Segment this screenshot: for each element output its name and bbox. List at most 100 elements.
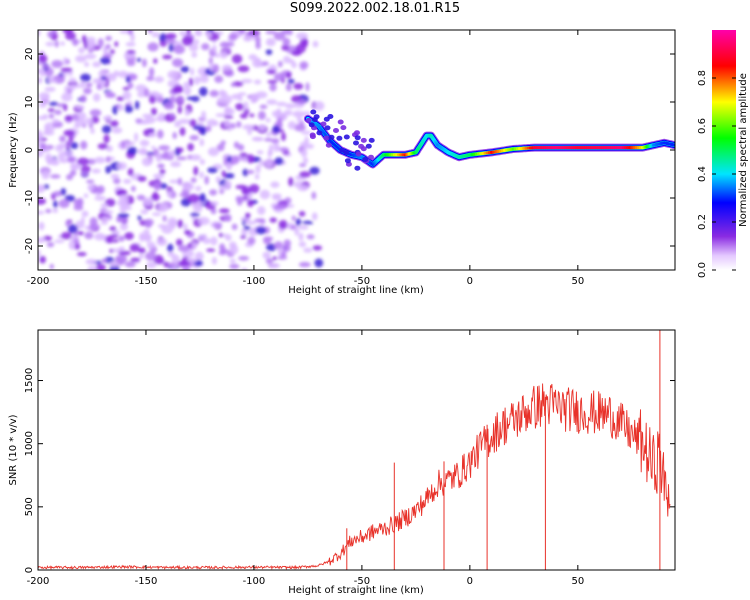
noise-blob: [277, 60, 283, 68]
noise-blob: [146, 241, 156, 249]
x-tick-label: -200: [27, 276, 50, 287]
ridge-blob: [340, 125, 347, 131]
noise-blob: [198, 234, 206, 239]
ridge-blob: [328, 134, 335, 140]
snr-series: [38, 330, 671, 570]
noise-blob: [68, 77, 77, 83]
noise-blob: [167, 243, 174, 253]
noise-blob: [80, 73, 91, 82]
noise-blob: [248, 54, 258, 61]
noise-blob: [300, 130, 313, 135]
noise-blob: [178, 118, 191, 124]
noise-blob: [189, 135, 199, 141]
noise-blob: [112, 248, 117, 253]
noise-blob: [76, 252, 87, 257]
noise-blob: [78, 47, 85, 54]
noise-blob: [242, 156, 248, 163]
noise-blob: [86, 158, 96, 165]
noise-blob: [126, 50, 136, 54]
noise-blob: [195, 185, 202, 192]
noise-blob: [288, 177, 294, 187]
noise-blob: [101, 216, 110, 221]
noise-blob: [145, 222, 152, 228]
noise-blob: [38, 221, 45, 231]
noise-blob: [148, 67, 155, 77]
noise-blob: [92, 61, 101, 68]
noise-blob: [231, 223, 238, 230]
ridge-blob: [354, 165, 361, 171]
noise-blob: [206, 248, 216, 252]
noise-blob: [292, 110, 305, 118]
noise-blob: [255, 164, 261, 174]
noise-blob: [113, 177, 121, 185]
noise-blob: [243, 35, 253, 42]
ridge-blob: [336, 135, 343, 141]
noise-blob: [177, 96, 185, 103]
noise-blob: [172, 88, 184, 94]
noise-blob: [221, 64, 232, 72]
noise-blob: [63, 104, 68, 112]
noise-blob: [207, 31, 212, 39]
noise-blob: [224, 172, 235, 179]
noise-blob: [188, 77, 194, 87]
noise-blob: [80, 140, 88, 150]
noise-blob: [106, 156, 111, 163]
noise-blob: [60, 188, 67, 196]
noise-blob: [236, 121, 242, 128]
noise-blob: [39, 255, 46, 264]
noise-blob: [70, 142, 79, 150]
noise-blob: [85, 82, 93, 88]
noise-blob: [170, 113, 176, 118]
noise-blob: [306, 143, 315, 149]
noise-blob: [48, 101, 59, 106]
noise-blob: [139, 139, 150, 147]
noise-blob: [85, 258, 97, 265]
noise-blob: [242, 168, 249, 177]
noise-blob: [181, 36, 194, 46]
noise-blob: [41, 64, 50, 69]
noise-blob: [147, 42, 159, 52]
noise-blob: [297, 184, 309, 192]
ridge-blob: [323, 116, 330, 122]
noise-blob: [63, 129, 76, 137]
noise-blob: [271, 138, 280, 144]
noise-blob: [51, 30, 58, 34]
noise-blob: [189, 119, 197, 127]
noise-blob: [87, 183, 94, 192]
ridge-blob: [310, 109, 317, 115]
noise-blob: [90, 127, 95, 134]
noise-blob: [99, 57, 111, 65]
noise-blob: [271, 110, 282, 118]
noise-blob: [38, 77, 43, 84]
noise-blob: [193, 39, 200, 45]
noise-blob: [273, 142, 280, 152]
noise-blob: [184, 109, 190, 116]
noise-blob: [58, 199, 70, 209]
noise-blob: [123, 53, 135, 59]
noise-blob: [101, 258, 108, 264]
noise-blob: [43, 94, 50, 105]
noise-blob: [179, 192, 190, 197]
noise-blob: [220, 140, 226, 146]
noise-blob: [298, 211, 306, 217]
noise-blob: [266, 243, 277, 252]
noise-blob: [267, 79, 278, 84]
ridge-blob: [362, 157, 369, 162]
noise-blob: [143, 88, 150, 98]
colorbar-ticks: 0.0 0.2 0.4 0.6 0.8: [697, 70, 736, 278]
noise-blob: [60, 232, 72, 240]
noise-blob: [105, 44, 111, 50]
noise-blob: [299, 61, 309, 69]
colorbar-tick-label: 0.2: [697, 214, 708, 230]
noise-blob: [153, 173, 165, 179]
noise-blob: [138, 232, 146, 242]
noise-blob: [162, 215, 167, 222]
noise-blob: [279, 147, 290, 153]
noise-blob: [187, 193, 200, 204]
noise-blob: [244, 220, 257, 225]
noise-blob: [218, 184, 229, 191]
x-tick-label: -150: [135, 276, 158, 287]
noise-blob: [296, 99, 307, 105]
noise-blob: [178, 260, 191, 267]
noise-blob: [127, 30, 134, 36]
